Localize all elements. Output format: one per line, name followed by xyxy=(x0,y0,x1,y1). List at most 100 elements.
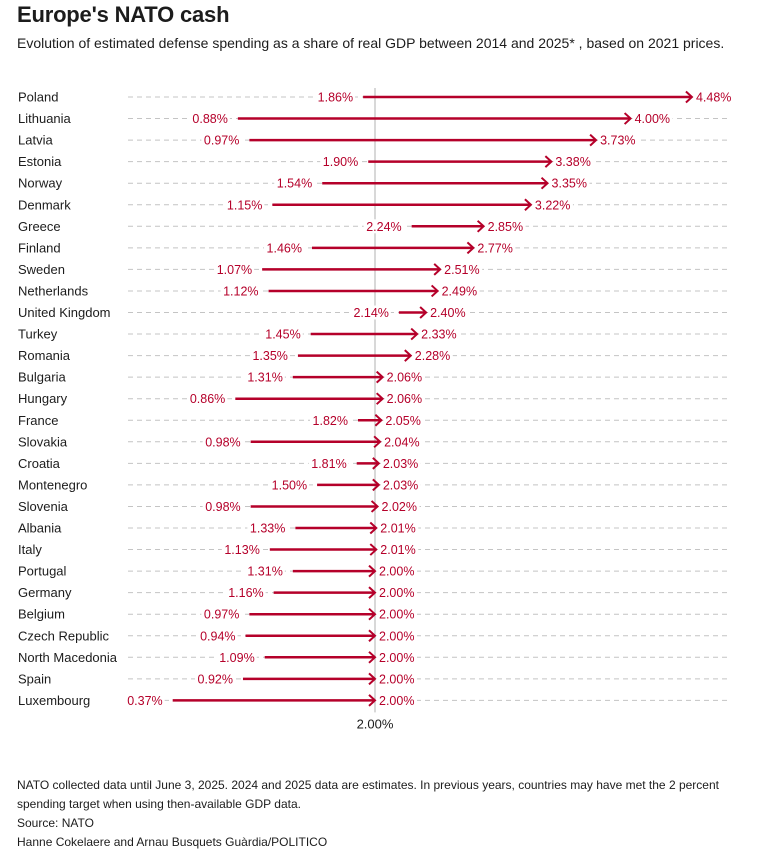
start-label-bg xyxy=(202,434,243,449)
chart-row: Denmark 1.15% 3.22% xyxy=(18,197,573,212)
end-value-label: 2.00% xyxy=(379,565,414,579)
end-label-bg xyxy=(439,283,480,298)
country-label: Czech Republic xyxy=(18,628,110,643)
start-label-bg xyxy=(244,370,285,385)
chart-row: Croatia 1.81% 2.03% xyxy=(18,456,421,471)
chart-row: Romania 1.35% 2.28% xyxy=(18,348,453,363)
end-label-bg xyxy=(378,521,419,535)
country-label: Bulgaria xyxy=(18,370,66,385)
country-label: Greece xyxy=(18,219,61,234)
start-value-label: 1.81% xyxy=(311,457,346,471)
arrow-head xyxy=(370,500,380,513)
start-label-bg xyxy=(244,564,285,579)
country-label: Norway xyxy=(18,176,63,191)
end-label-bg xyxy=(377,607,417,622)
end-value-label: 2.00% xyxy=(379,586,414,600)
end-value-label: 2.77% xyxy=(477,241,512,255)
start-label-bg xyxy=(202,499,243,514)
arrow-head xyxy=(623,112,633,125)
chart-row: Netherlands 1.12% 2.49% xyxy=(18,283,480,298)
arrow-head xyxy=(368,564,377,578)
end-label-bg xyxy=(485,219,526,234)
country-label: North Macedonia xyxy=(18,650,118,665)
chart-row: Belgium 0.97% 2.00% xyxy=(18,607,417,622)
start-value-label: 1.82% xyxy=(313,414,348,428)
start-value-label: 2.24% xyxy=(366,220,401,234)
start-label-bg xyxy=(220,283,261,298)
chart-row: Turkey 1.45% 2.33% xyxy=(18,327,460,342)
country-label: Portugal xyxy=(18,564,67,579)
arrow-head xyxy=(368,607,377,621)
footer-source: Source: NATO xyxy=(17,816,94,830)
arrow-head xyxy=(476,220,486,233)
start-value-label: 1.15% xyxy=(227,198,262,212)
start-label-bg xyxy=(249,348,290,363)
start-label-bg xyxy=(216,650,257,665)
end-label-bg xyxy=(384,370,425,385)
end-label-bg xyxy=(378,542,419,557)
arrow-head xyxy=(373,435,382,449)
start-label-bg xyxy=(350,305,391,320)
arrow-head xyxy=(433,263,442,276)
arrow-head xyxy=(369,543,378,556)
end-label-bg xyxy=(384,391,425,406)
arrow-head xyxy=(372,457,381,470)
arrow-head xyxy=(375,370,385,384)
country-label: Montenegro xyxy=(18,477,87,492)
start-label-bg xyxy=(221,542,262,557)
end-label-bg xyxy=(553,154,594,169)
arrow-head xyxy=(419,306,428,319)
country-label: Estonia xyxy=(18,154,62,169)
arrow-head xyxy=(368,629,377,642)
end-label-bg xyxy=(632,111,673,126)
start-label-bg xyxy=(363,219,404,234)
end-label-bg xyxy=(377,585,417,600)
end-label-bg xyxy=(475,240,516,255)
end-value-label: 2.51% xyxy=(444,263,479,277)
start-label-bg xyxy=(269,477,310,492)
end-label-bg xyxy=(380,456,421,471)
chart-row: Lithuania 0.88% 4.00% xyxy=(18,111,673,126)
arrow-head xyxy=(369,521,378,535)
country-label: United Kingdom xyxy=(18,305,111,320)
chart-row: Albania 1.33% 2.01% xyxy=(18,521,419,536)
end-label-bg xyxy=(382,434,423,449)
start-label-bg xyxy=(225,585,266,600)
end-value-label: 2.06% xyxy=(387,392,422,406)
start-value-label: 0.86% xyxy=(190,392,225,406)
footer: NATO collected data until June 3, 2025. … xyxy=(17,776,762,852)
start-label-bg xyxy=(320,154,361,169)
end-value-label: 3.22% xyxy=(535,198,570,212)
arrow-head xyxy=(589,133,598,147)
start-value-label: 0.92% xyxy=(198,672,233,686)
start-value-label: 1.09% xyxy=(219,651,254,665)
start-value-label: 1.07% xyxy=(217,263,252,277)
country-label: Latvia xyxy=(18,133,53,148)
chart-row: Spain 0.92% 2.00% xyxy=(18,671,417,686)
end-label-bg xyxy=(380,477,421,492)
end-value-label: 2.00% xyxy=(379,608,414,622)
end-value-label: 2.28% xyxy=(415,349,450,363)
start-label-bg xyxy=(201,607,242,622)
end-label-bg xyxy=(377,650,417,665)
start-value-label: 0.97% xyxy=(204,608,239,622)
chart-subtitle: Evolution of estimated defense spending … xyxy=(17,35,725,51)
start-value-label: 1.54% xyxy=(277,177,312,191)
start-label-bg xyxy=(247,521,288,535)
end-value-label: 3.38% xyxy=(555,155,590,169)
reference-line-label: 2.00% xyxy=(357,716,394,731)
arrow-chart: Poland 1.86% 4.48% Lithuania 0.88% 4.00% Latvi… xyxy=(18,88,734,731)
end-label-bg xyxy=(428,305,469,320)
end-value-label: 2.04% xyxy=(384,435,419,449)
chart-row: United Kingdom 2.14% 2.40% xyxy=(18,305,469,320)
end-label-bg xyxy=(419,327,460,342)
arrow-head xyxy=(685,90,694,104)
end-value-label: 2.00% xyxy=(379,651,414,665)
start-value-label: 1.50% xyxy=(272,478,307,492)
country-label: Slovakia xyxy=(18,434,68,449)
chart-row: Sweden 1.07% 2.51% xyxy=(18,262,483,277)
arrow-head xyxy=(404,349,413,362)
chart-row: Luxembourg 0.37% 2.00% xyxy=(18,693,417,708)
end-label-bg xyxy=(598,133,639,148)
footer-credit: Hanne Cokelaere and Arnau Busquets Guàrd… xyxy=(17,835,328,849)
